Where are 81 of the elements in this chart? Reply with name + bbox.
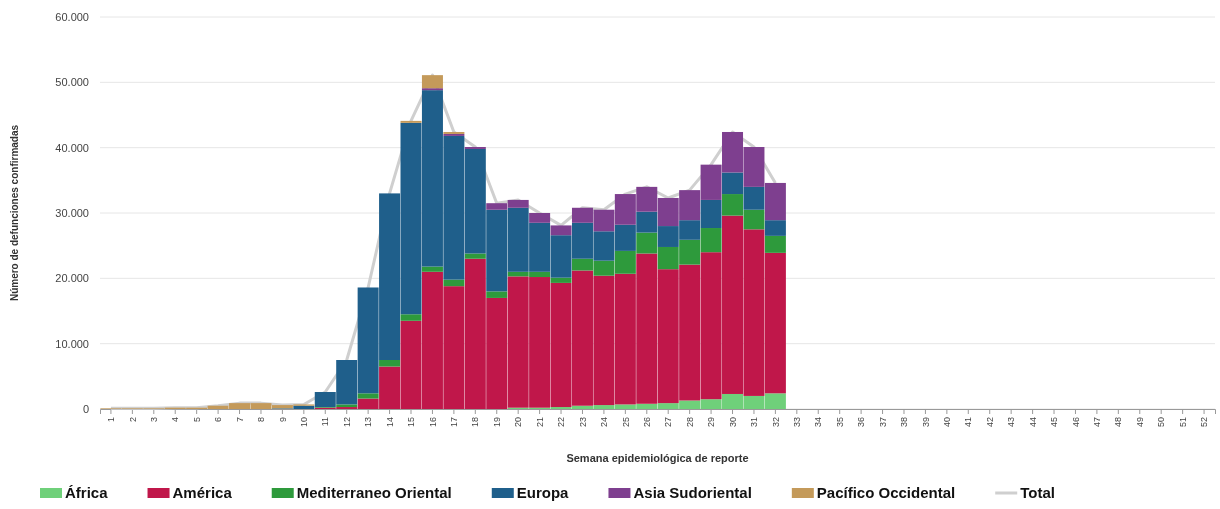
x-tick-label: 35 xyxy=(834,417,845,428)
x-tick-label: 34 xyxy=(813,417,824,428)
x-tick-label: 38 xyxy=(899,417,910,428)
legend-label: Total xyxy=(1020,484,1055,502)
y-tick-label: 30.000 xyxy=(55,207,89,220)
x-tick-label: 28 xyxy=(684,417,695,428)
legend-label: América xyxy=(172,484,233,502)
x-tick-label: 22 xyxy=(556,417,567,428)
legend-label: Mediterraneo Oriental xyxy=(296,484,452,502)
x-axis-title: Semana epidemiológica de reporte xyxy=(566,452,749,464)
x-tick-label: 47 xyxy=(1092,417,1103,428)
x-tick-label: 5 xyxy=(191,417,202,423)
x-tick-label: 40 xyxy=(942,417,953,428)
bar xyxy=(464,253,486,259)
bar xyxy=(379,360,401,367)
x-tick-label: 8 xyxy=(256,417,267,423)
x-tick-label: 9 xyxy=(277,417,288,423)
bar xyxy=(421,266,443,272)
x-tick-label: 14 xyxy=(384,417,395,428)
x-tick-label: 37 xyxy=(877,417,888,428)
x-tick-label: 45 xyxy=(1049,417,1060,428)
x-tick-label: 18 xyxy=(470,417,481,428)
x-tick-label: 41 xyxy=(963,417,974,428)
legend-label: Pacífico Occidental xyxy=(816,484,956,502)
bar xyxy=(529,213,551,223)
x-tick-label: 33 xyxy=(791,417,802,428)
x-tick-label: 12 xyxy=(341,417,352,428)
legend-label: Asia Sudoriental xyxy=(633,484,752,502)
y-tick-label: 60.000 xyxy=(55,11,89,24)
legend-label: Europa xyxy=(516,484,570,502)
x-tick-label: 46 xyxy=(1070,417,1081,428)
x-tick-label: 4 xyxy=(170,417,181,423)
x-tick-label: 39 xyxy=(920,417,931,428)
x-tick-label: 7 xyxy=(234,417,245,423)
x-tick-label: 2 xyxy=(127,417,138,423)
y-axis-title: Número de defunciones confirmadas xyxy=(9,124,20,302)
x-tick-label: 48 xyxy=(1113,417,1124,428)
y-tick-label: 40.000 xyxy=(55,141,89,154)
bar xyxy=(421,75,443,89)
x-tick-label: 30 xyxy=(727,417,738,428)
x-tick-label: 43 xyxy=(1006,417,1017,428)
x-tick-label: 13 xyxy=(363,417,374,428)
x-tick-label: 32 xyxy=(770,417,781,428)
x-tick-label: 1 xyxy=(106,417,117,423)
x-tick-label: 6 xyxy=(213,417,224,423)
x-tick-label: 16 xyxy=(427,417,438,428)
x-tick-label: 27 xyxy=(663,417,674,428)
bar xyxy=(764,235,786,253)
x-tick-label: 25 xyxy=(620,417,631,428)
legend-label: África xyxy=(65,484,109,502)
x-tick-label: 50 xyxy=(1156,417,1167,428)
x-tick-label: 19 xyxy=(491,417,502,428)
bar xyxy=(400,314,422,321)
x-tick-label: 3 xyxy=(148,417,159,423)
bar xyxy=(550,277,572,283)
bar xyxy=(357,393,379,399)
x-tick-label: 52 xyxy=(1199,417,1210,428)
x-tick-label: 29 xyxy=(706,417,717,428)
y-tick-label: 0 xyxy=(82,403,89,416)
x-tick-label: 26 xyxy=(641,417,652,428)
x-tick-label: 24 xyxy=(599,417,610,428)
x-tick-label: 51 xyxy=(1177,417,1188,428)
bar xyxy=(764,220,786,236)
y-tick-label: 20.000 xyxy=(55,272,89,285)
x-tick-label: 17 xyxy=(449,417,460,428)
x-tick-label: 31 xyxy=(749,417,760,428)
x-tick-label: 20 xyxy=(513,417,524,428)
x-tick-label: 36 xyxy=(856,417,867,428)
x-tick-label: 49 xyxy=(1134,417,1145,428)
y-tick-label: 10.000 xyxy=(55,337,89,350)
x-tick-label: 42 xyxy=(984,417,995,428)
x-tick-label: 23 xyxy=(577,417,588,428)
x-tick-label: 10 xyxy=(298,417,309,428)
x-tick-label: 11 xyxy=(320,417,331,427)
x-tick-label: 44 xyxy=(1027,417,1038,428)
x-tick-label: 21 xyxy=(534,417,545,428)
bar xyxy=(550,225,572,236)
y-tick-label: 50.000 xyxy=(55,76,89,89)
bar xyxy=(486,291,508,298)
x-tick-label: 15 xyxy=(406,417,417,428)
bar xyxy=(443,279,465,287)
